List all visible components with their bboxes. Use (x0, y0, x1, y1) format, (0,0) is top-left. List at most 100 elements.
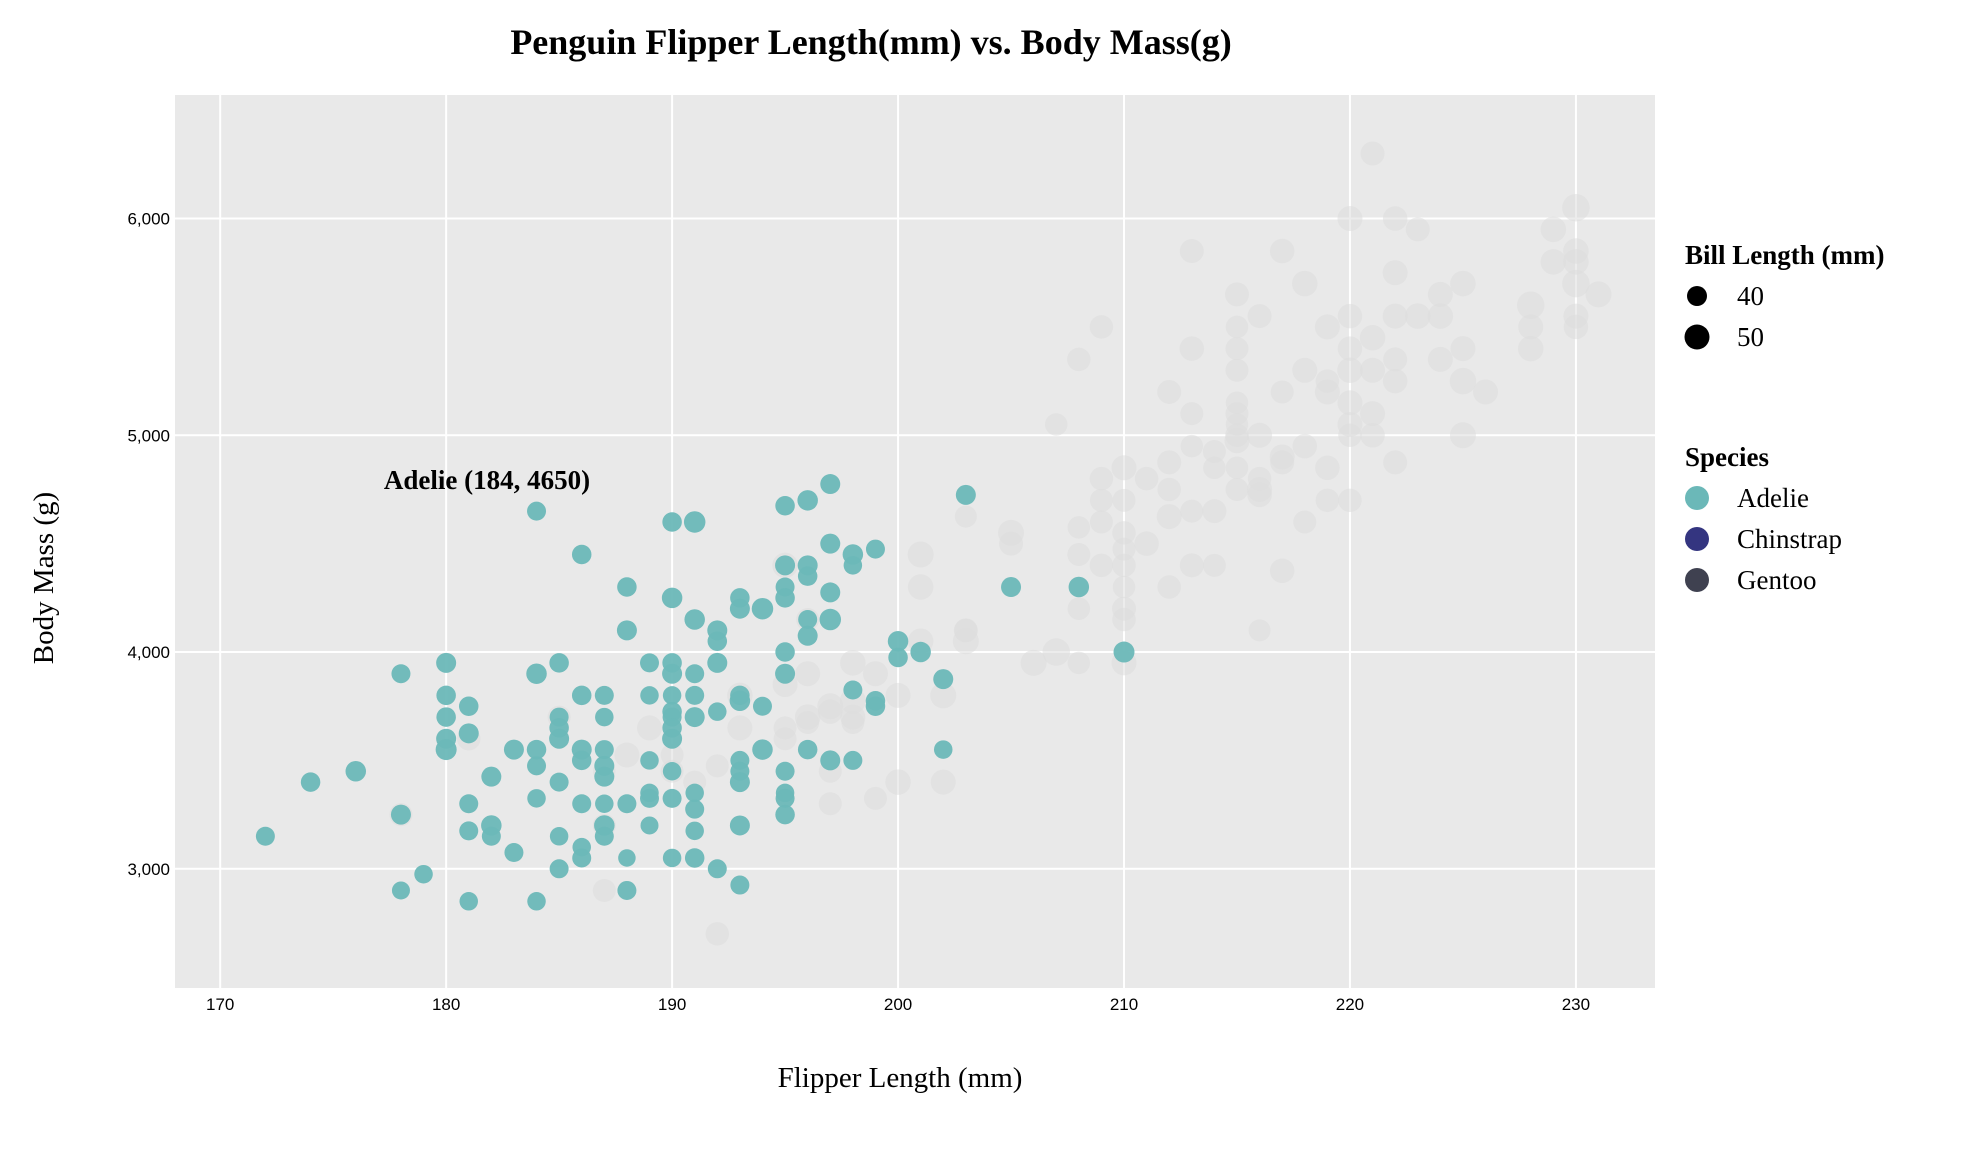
adelie-point (458, 723, 479, 744)
y-axis-title: Body Mass (g) (28, 492, 60, 664)
gentoo-point (1383, 450, 1408, 475)
gentoo-point (1157, 450, 1182, 475)
adelie-point (390, 804, 411, 825)
adelie-point (684, 848, 705, 868)
adelie-point (797, 566, 818, 586)
adelie-point (572, 794, 592, 814)
adelie-point (843, 750, 863, 770)
y-tick-label: 4,000 (127, 643, 170, 662)
y-tick-label: 6,000 (127, 210, 170, 229)
adelie-point (549, 772, 569, 792)
gentoo-point (1202, 499, 1227, 524)
adelie-point (775, 663, 796, 684)
adelie-point (572, 848, 592, 868)
adelie-point (910, 641, 931, 663)
adelie-point (571, 685, 592, 706)
gentoo-point (1427, 346, 1453, 372)
chinstrap-point (907, 541, 934, 568)
gentoo-point (1405, 217, 1430, 242)
gentoo-point (1225, 456, 1249, 480)
adelie-point (933, 669, 954, 690)
adelie-point (391, 881, 410, 900)
adelie-point (435, 739, 457, 761)
size-legend-marker-50 (1684, 324, 1710, 350)
gentoo-point (1427, 303, 1454, 329)
adelie-point (707, 631, 728, 651)
adelie-point (775, 788, 795, 808)
gentoo-point (1540, 249, 1567, 275)
adelie-point (300, 772, 321, 792)
adelie-point (640, 816, 659, 835)
adelie-point (798, 610, 818, 630)
adelie-point (458, 696, 479, 716)
adelie-point (662, 762, 682, 781)
x-axis-title: Flipper Length (mm) (778, 1062, 1023, 1094)
adelie-point (526, 663, 547, 684)
adelie-point (865, 539, 885, 559)
species-legend: Species Adelie Chinstrap Gentoo (1685, 442, 1842, 595)
chart-title: Penguin Flipper Length(mm) vs. Body Mass… (510, 22, 1231, 62)
chinstrap-point (885, 769, 911, 795)
adelie-point (775, 588, 795, 608)
gentoo-point (1134, 531, 1159, 556)
adelie-point (888, 647, 908, 668)
chinstrap-point (930, 769, 956, 795)
adelie-point (685, 685, 705, 705)
gentoo-point (1383, 347, 1408, 372)
gentoo-point (1157, 379, 1182, 404)
adelie-point (414, 864, 433, 884)
legend-marker-gentoo (1685, 568, 1709, 592)
chinstrap-point (817, 693, 844, 720)
adelie-point (527, 501, 547, 521)
adelie-point (685, 799, 705, 819)
legend-marker-chinstrap (1685, 527, 1709, 551)
adelie-point (661, 587, 683, 609)
chinstrap-point (907, 574, 934, 600)
gentoo-point (1517, 335, 1544, 362)
gentoo-point (1225, 337, 1249, 361)
gentoo-point (1585, 281, 1612, 308)
gentoo-point (1337, 357, 1363, 384)
adelie-point (933, 740, 953, 759)
gentoo-point (1112, 575, 1136, 599)
adelie-point (436, 685, 456, 706)
gentoo-point (1224, 282, 1249, 307)
gentoo-point (1111, 455, 1137, 481)
gentoo-point (1180, 499, 1204, 523)
chinstrap-point (1042, 638, 1070, 666)
adelie-point (503, 739, 524, 760)
gentoo-point (1044, 413, 1068, 436)
gentoo-point (1269, 444, 1295, 470)
gentoo-point (1360, 357, 1386, 383)
adelie-point (797, 625, 818, 646)
adelie-point (662, 663, 683, 684)
chinstrap-point (863, 786, 887, 810)
x-tick-label: 180 (432, 995, 460, 1014)
adelie-point (345, 761, 367, 782)
adelie-point (730, 875, 750, 895)
chinstrap-point (614, 742, 640, 768)
gentoo-point (1089, 488, 1113, 512)
gentoo-point (1157, 575, 1181, 599)
adelie-point (459, 892, 478, 911)
adelie-point (752, 739, 773, 760)
y-axis-ticks: 3,000 4,000 5,000 6,000 (127, 210, 170, 879)
adelie-point (662, 728, 683, 749)
legend-marker-adelie (1685, 486, 1709, 510)
adelie-point (1068, 576, 1090, 598)
point-annotation: Adelie (184, 4650) (384, 465, 590, 495)
gentoo-point (1179, 553, 1204, 578)
adelie-point (820, 474, 841, 495)
chinstrap-point (885, 682, 911, 708)
adelie-point (640, 686, 659, 705)
adelie-point (887, 630, 909, 652)
gentoo-point (1540, 216, 1567, 243)
adelie-point (549, 827, 569, 846)
adelie-point (527, 892, 546, 911)
adelie-point (662, 848, 682, 868)
x-tick-label: 210 (1110, 995, 1138, 1014)
gentoo-point (1202, 553, 1226, 577)
chinstrap-point (592, 878, 616, 902)
gentoo-point (1248, 619, 1271, 642)
